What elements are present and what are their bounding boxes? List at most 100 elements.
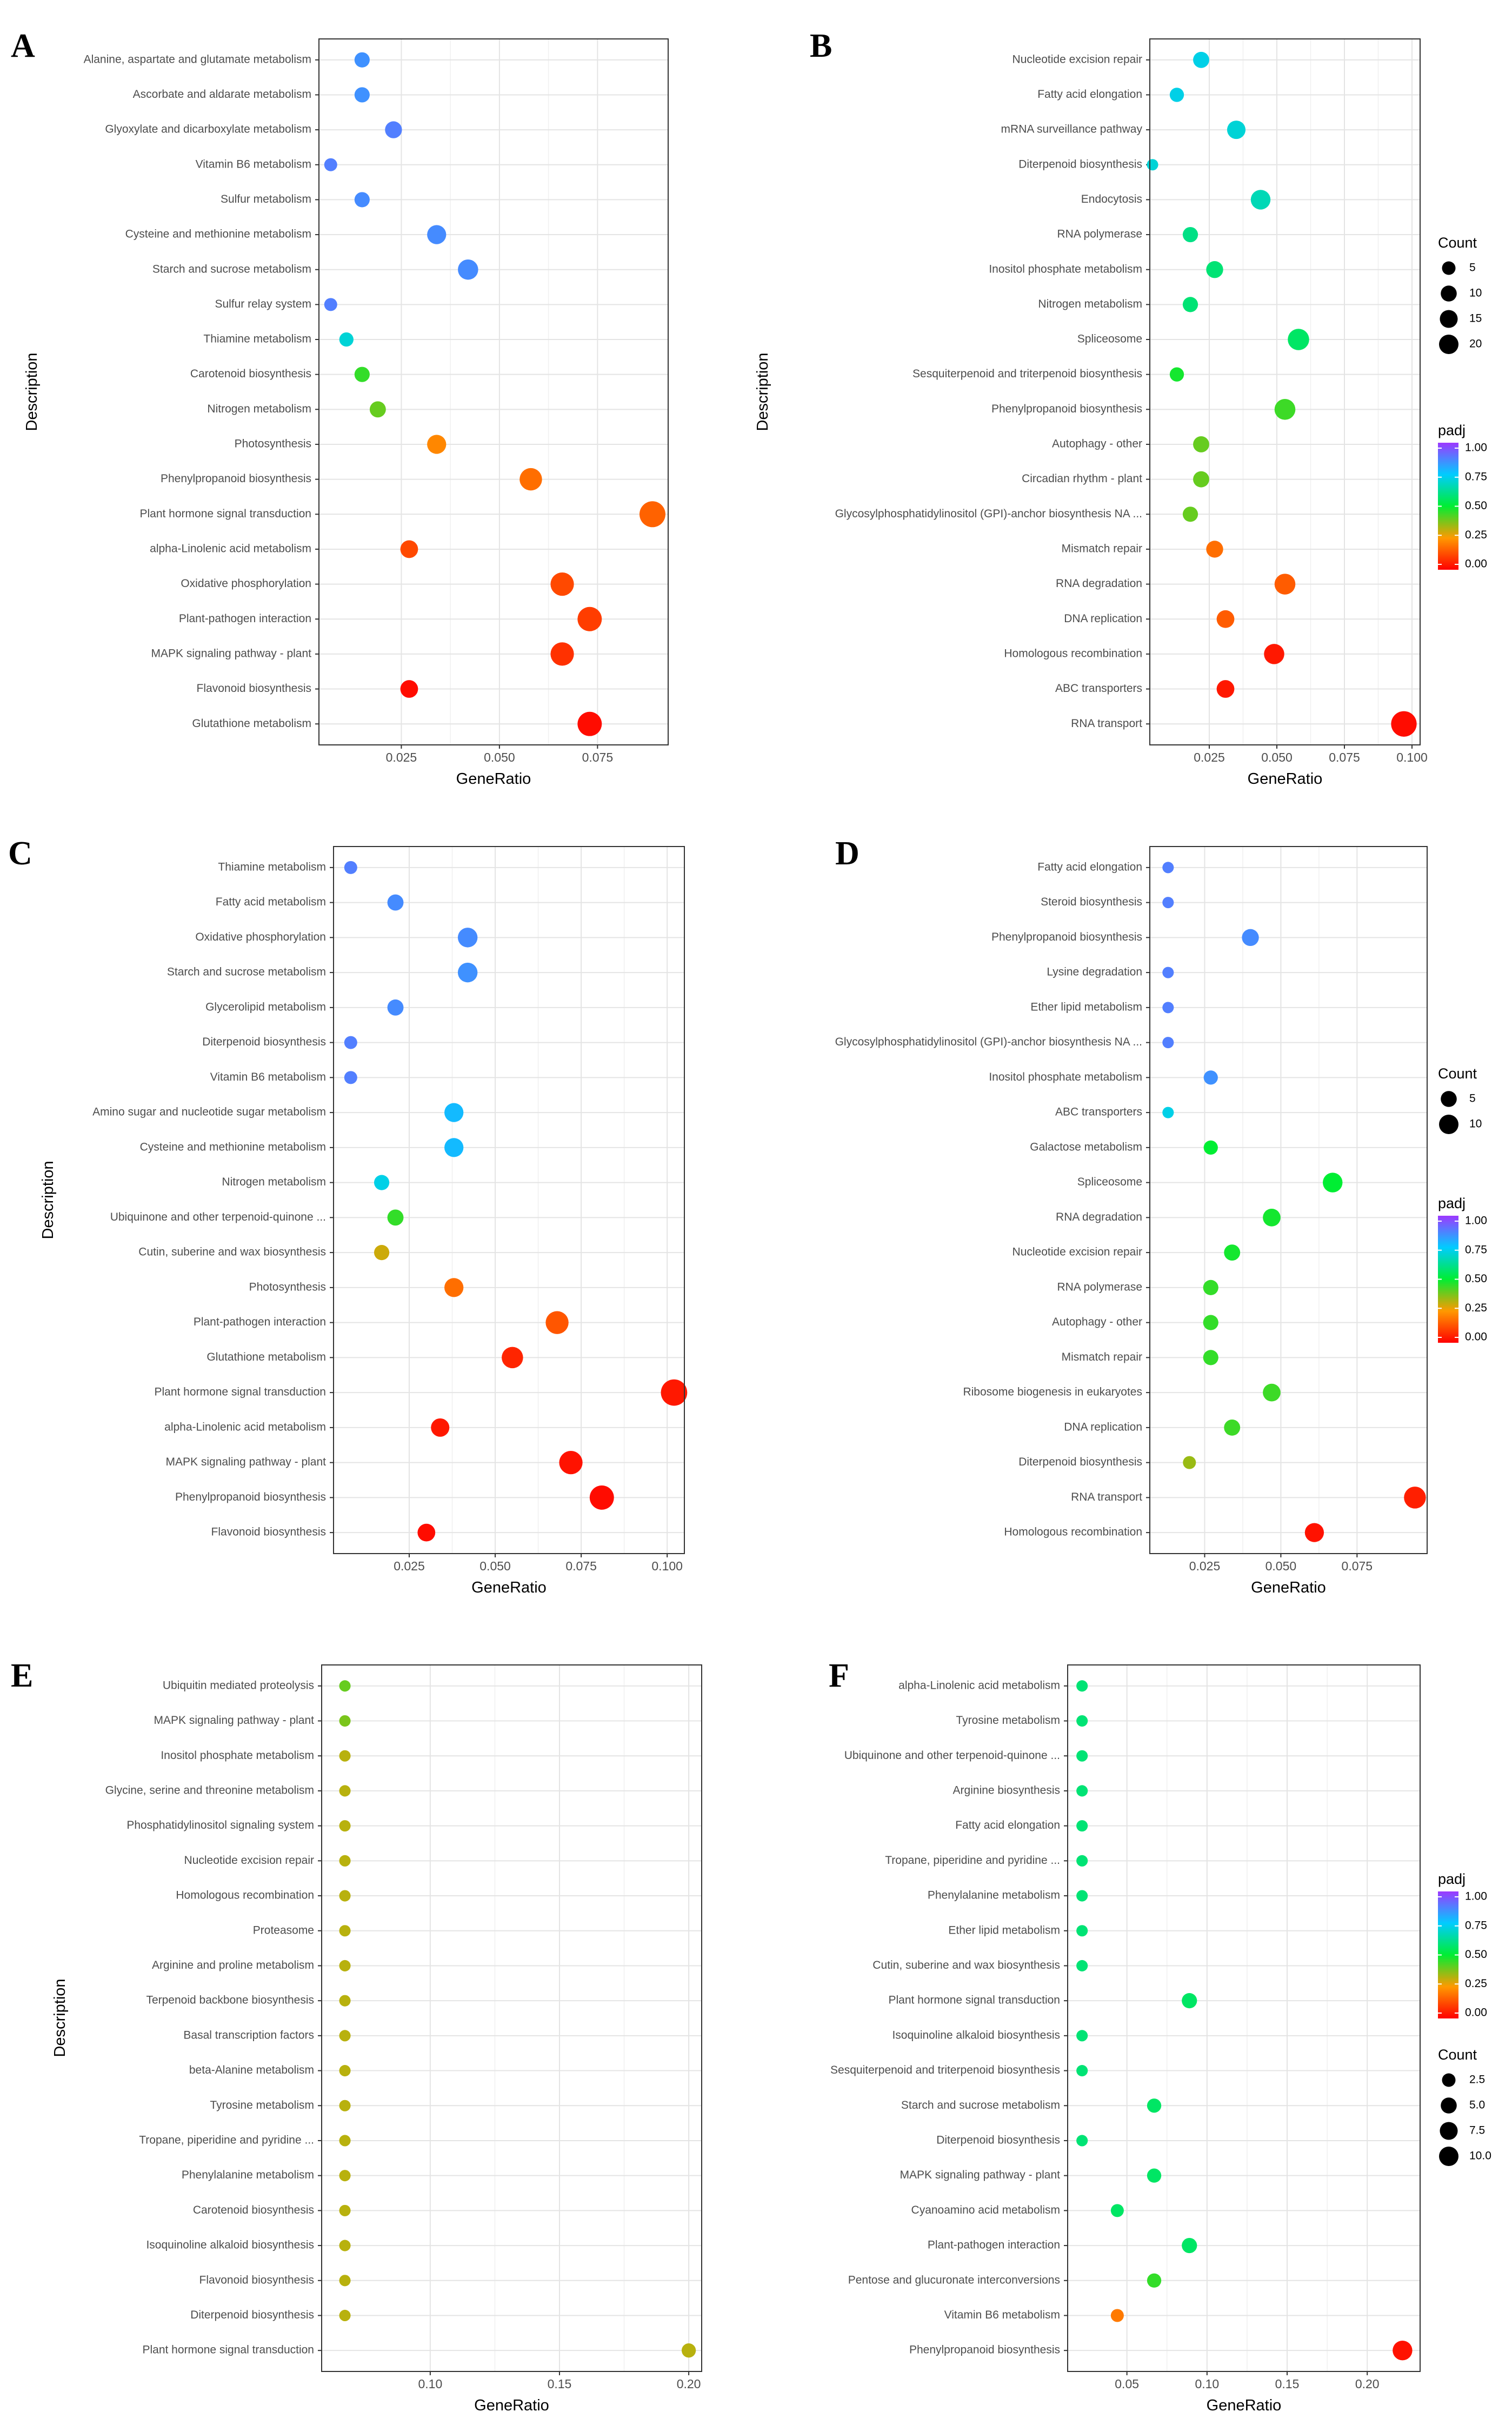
x-axis-title: GeneRatio xyxy=(1207,2397,1282,2412)
legend-padj-label: 0.25 xyxy=(1465,1302,1487,1314)
plot-border xyxy=(1067,1664,1421,2372)
category-label: Plant-pathogen interaction xyxy=(194,1316,326,1328)
category-label: Phosphatidylinositol signaling system xyxy=(126,1819,314,1831)
panel-d: D Fatty acid elongation Steroid biosynthes… xyxy=(835,835,1487,1596)
data-point xyxy=(1404,1487,1426,1509)
data-point xyxy=(1274,399,1296,420)
category-label: Nucleotide excision repair xyxy=(184,1854,314,1867)
category-label: Autophagy - other xyxy=(1052,438,1142,450)
category-label: RNA transport xyxy=(1071,717,1142,730)
plot-background xyxy=(334,847,684,1554)
plot-background xyxy=(1150,39,1420,745)
data-point xyxy=(1224,1419,1241,1436)
data-point xyxy=(387,894,404,911)
data-point xyxy=(444,1278,464,1297)
category-label: Tyrosine metabolism xyxy=(956,1714,1060,1727)
data-point xyxy=(1193,51,1209,68)
legend-count-dot xyxy=(1439,2147,1458,2166)
legend-padj-label: 0.00 xyxy=(1465,2007,1487,2019)
category-label: Plant hormone signal transduction xyxy=(142,2344,314,2356)
category-label: Phenylalanine metabolism xyxy=(928,1889,1060,1902)
data-point xyxy=(550,642,574,666)
panel-letter: F xyxy=(829,1657,849,1694)
category-label: Galactose metabolism xyxy=(1030,1141,1142,1153)
category-label: Glycine, serine and threonine metabolism xyxy=(105,1784,314,1796)
y-axis-title: Description xyxy=(39,1161,57,1239)
data-point xyxy=(344,1071,357,1084)
legend-count-dot xyxy=(1440,310,1458,328)
y-axis-title: Description xyxy=(51,1978,69,2057)
legend-padj-label: 1.00 xyxy=(1465,1890,1487,1903)
category-label: Spliceosome xyxy=(1077,333,1142,345)
data-point xyxy=(1110,2309,1124,2322)
x-tick-label: 0.025 xyxy=(394,1559,425,1573)
data-point xyxy=(1224,1244,1241,1261)
legend-padj-label: 0.50 xyxy=(1465,1948,1487,1961)
data-point xyxy=(354,367,370,382)
category-label: Isoquinoline alkaloid biosynthesis xyxy=(892,2029,1060,2041)
category-label: Fatty acid elongation xyxy=(1037,88,1142,101)
panel-b: B Nucleotide excision repair Fatty acid el… xyxy=(754,28,1487,788)
legend: Count 2.5 5.0 7.5 10.0 padj 1.00 0.75 0.50 0.25 0.… xyxy=(1438,1871,1491,2166)
data-point xyxy=(1182,297,1198,312)
legend-count-label: 10.0 xyxy=(1469,2150,1491,2162)
x-tick-label: 0.075 xyxy=(1342,1559,1373,1573)
legend-count-dot xyxy=(1439,1115,1458,1134)
category-label: RNA degradation xyxy=(1056,577,1142,590)
legend-count-dot xyxy=(1442,2073,1456,2087)
data-point xyxy=(339,1855,351,1867)
data-point xyxy=(1182,507,1198,522)
data-point xyxy=(339,2065,351,2077)
category-label: Sulfur metabolism xyxy=(221,193,311,205)
category-label: Phenylpropanoid biosynthesis xyxy=(909,2344,1060,2356)
category-label: Tropane, piperidine and pyridine ... xyxy=(885,1854,1060,1867)
panel-letter: B xyxy=(810,28,832,64)
legend-padj-label: 1.00 xyxy=(1465,442,1487,454)
data-point xyxy=(1216,610,1235,628)
category-label: Lysine degradation xyxy=(1047,966,1142,978)
category-label: Carotenoid biosynthesis xyxy=(193,2204,314,2216)
data-point xyxy=(457,962,478,983)
panel-a: A Alanine, aspartate and glutamate metabo… xyxy=(11,28,669,788)
data-point xyxy=(339,1820,351,1832)
grid-lines xyxy=(1150,39,1420,745)
data-point xyxy=(559,1451,583,1475)
legend-count-title: Count xyxy=(1438,2047,1477,2063)
category-label: Phenylpropanoid biosynthesis xyxy=(175,1491,326,1503)
category-label: Glycerolipid metabolism xyxy=(205,1001,326,1013)
panel-letter: D xyxy=(835,835,860,872)
category-label: Phenylalanine metabolism xyxy=(182,2169,314,2181)
plot-border xyxy=(321,1664,702,2372)
data-point xyxy=(354,192,370,208)
category-label: Starch and sucrose metabolism xyxy=(152,263,311,275)
data-point xyxy=(387,999,404,1016)
data-point xyxy=(339,2030,351,2042)
data-point xyxy=(374,1245,390,1261)
legend-padj-label: 0.75 xyxy=(1465,1243,1487,1256)
category-label: RNA transport xyxy=(1071,1491,1142,1503)
category-label: Starch and sucrose metabolism xyxy=(167,966,326,978)
data-point xyxy=(1076,2065,1088,2077)
x-tick-label: 0.025 xyxy=(386,750,417,764)
data-point xyxy=(1147,2273,1162,2288)
data-point xyxy=(1323,1172,1343,1192)
data-point xyxy=(550,572,574,596)
category-label: beta-Alanine metabolism xyxy=(189,2064,314,2076)
category-label: Mismatch repair xyxy=(1062,542,1142,555)
data-point xyxy=(339,1750,351,1762)
legend-count-label: 7.5 xyxy=(1469,2124,1485,2137)
category-label: Fatty acid metabolism xyxy=(216,896,326,908)
category-label: Cysteine and methionine metabolism xyxy=(140,1141,326,1153)
data-point xyxy=(339,1925,351,1937)
legend-count-label: 10 xyxy=(1469,287,1482,299)
category-label: Fatty acid elongation xyxy=(1037,861,1142,873)
data-point xyxy=(339,2275,351,2287)
category-label: Ubiquitin mediated proteolysis xyxy=(163,1679,314,1691)
data-point xyxy=(339,1715,351,1727)
plot-border xyxy=(1149,846,1428,1554)
data-point xyxy=(1391,711,1417,737)
data-point xyxy=(577,607,602,631)
data-point xyxy=(427,225,447,244)
data-point xyxy=(339,1785,351,1797)
x-tick-label: 0.20 xyxy=(1355,2377,1380,2391)
